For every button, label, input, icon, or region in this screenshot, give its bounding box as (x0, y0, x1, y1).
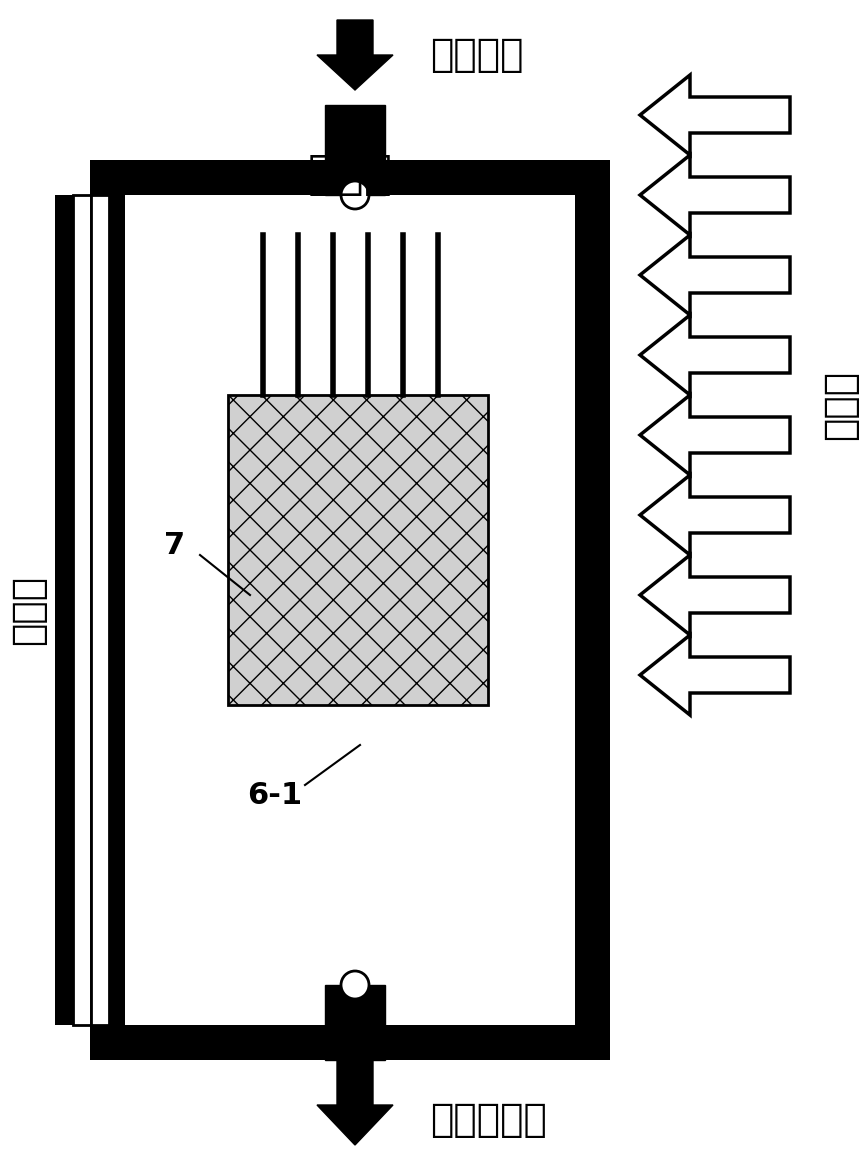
Circle shape (341, 970, 369, 1000)
Bar (73, 195, 91, 1025)
Text: 蒸汽入口: 蒸汽入口 (430, 36, 524, 75)
Polygon shape (640, 315, 790, 395)
Bar (125, 195, 575, 1025)
Bar (91, 195, 109, 1025)
Bar (109, 195, 125, 1025)
Polygon shape (640, 635, 790, 715)
Text: 冷凝水出口: 冷凝水出口 (430, 1101, 547, 1139)
Bar (55, 195, 73, 1025)
Bar (90, 160, 610, 1060)
Text: 6-1: 6-1 (247, 781, 303, 810)
Text: 热电偶: 热电偶 (308, 153, 393, 198)
Polygon shape (317, 20, 393, 90)
Polygon shape (640, 235, 790, 315)
Bar (325, 105, 385, 195)
Bar (325, 984, 385, 1060)
Text: 可视窗: 可视窗 (9, 576, 47, 645)
Bar (228, 395, 488, 705)
Text: 冷却水: 冷却水 (821, 370, 859, 440)
Text: 7: 7 (165, 530, 186, 559)
Polygon shape (640, 555, 790, 635)
Circle shape (341, 181, 369, 209)
Polygon shape (640, 475, 790, 555)
Polygon shape (317, 1060, 393, 1145)
Polygon shape (640, 75, 790, 155)
Polygon shape (640, 395, 790, 475)
Polygon shape (640, 155, 790, 235)
